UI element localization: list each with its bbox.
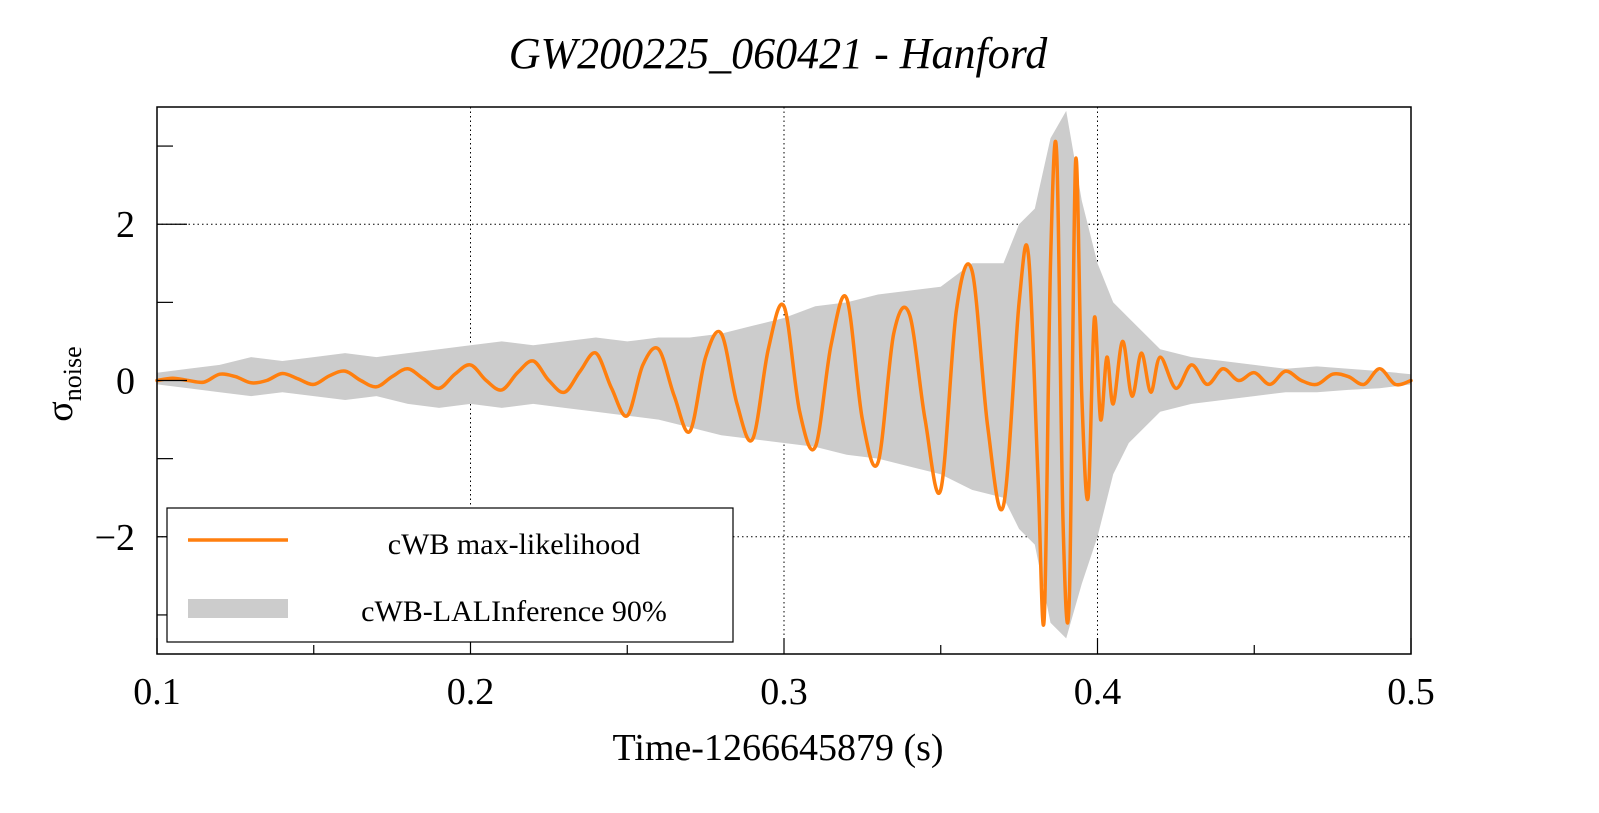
- y-tick-label: −2: [95, 517, 135, 559]
- confidence-band-area: [157, 110, 1411, 639]
- x-tick-label: 0.4: [1074, 671, 1122, 713]
- tick-labels: 0.1 0.2 0.3 0.4 0.5 −2 0 2: [95, 204, 1435, 713]
- legend-label-max-likelihood: cWB max-likelihood: [388, 528, 640, 561]
- y-tick-label: 0: [116, 361, 135, 403]
- y-axis-label-subscript: noise: [58, 346, 87, 401]
- max-likelihood-curve: [155, 139, 1413, 627]
- legend-band-swatch: [188, 599, 288, 618]
- x-tick-label: 0.5: [1387, 671, 1435, 713]
- max-likelihood-line: [155, 139, 1413, 627]
- legend-box: [166, 507, 734, 643]
- confidence-band: [157, 110, 1411, 639]
- y-axis-label: σnoise: [39, 346, 87, 421]
- x-tick-label: 0.2: [447, 671, 495, 713]
- x-axis-label: Time-1266645879 (s): [612, 727, 943, 769]
- y-axis-label-sigma: σ: [39, 401, 81, 421]
- chart-title: GW200225_060421 - Hanford: [509, 29, 1049, 78]
- x-tick-label: 0.1: [133, 671, 181, 713]
- legend-label-band: cWB-LALInference 90%: [361, 595, 667, 628]
- y-tick-label: 2: [116, 204, 135, 246]
- legend: cWB max-likelihood cWB-LALInference 90%: [166, 507, 734, 643]
- x-tick-label: 0.3: [760, 671, 808, 713]
